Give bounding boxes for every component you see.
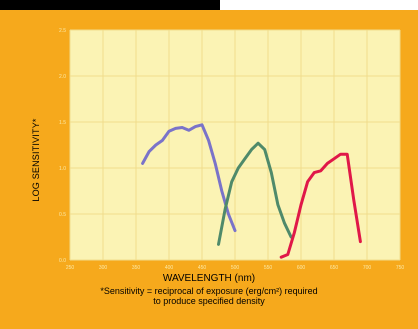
chart-panel: 250 300 350 400 450 500 550 600 650 700 750 0.0 0.5 1… xyxy=(0,10,418,329)
x-tick-label: 550 xyxy=(264,265,273,271)
x-axis-label: WAVELENGTH (nm) xyxy=(162,273,256,284)
x-tick-label: 700 xyxy=(363,265,372,271)
footnote-line-2: to produce specified density xyxy=(153,296,265,306)
x-tick-label: 400 xyxy=(165,265,174,271)
corner-block xyxy=(0,0,220,10)
x-tick-label: 350 xyxy=(132,265,141,271)
series-line-3 xyxy=(279,152,362,259)
tick-labels: 250 300 350 400 450 500 550 600 650 700 750 0.0 0.5 1… xyxy=(59,28,404,271)
series xyxy=(141,123,362,259)
y-tick-label: 1.5 xyxy=(59,120,66,126)
y-tick-label: 2.0 xyxy=(59,74,66,80)
x-tick-label: 750 xyxy=(396,265,405,271)
x-tick-label: 300 xyxy=(99,265,108,271)
y-tick-label: 1.0 xyxy=(59,166,66,172)
x-tick-label: 650 xyxy=(330,265,339,271)
y-axis-label: LOG SENSITIVITY* xyxy=(31,118,41,202)
y-tick-label: 0.0 xyxy=(59,258,66,264)
footnote: *Sensitivity = reciprocal of exposure (e… xyxy=(0,286,418,306)
x-tick-label: 450 xyxy=(198,265,207,271)
x-tick-label: 250 xyxy=(66,265,75,271)
grid xyxy=(69,29,401,261)
y-tick-label: 2.5 xyxy=(59,28,66,34)
series-line-2 xyxy=(217,141,293,246)
chart: 250 300 350 400 450 500 550 600 650 700 750 0.0 0.5 1… xyxy=(59,28,404,271)
y-tick-label: 0.5 xyxy=(59,212,66,218)
footnote-line-1: *Sensitivity = reciprocal of exposure (e… xyxy=(100,286,318,296)
x-tick-label: 600 xyxy=(297,265,306,271)
series-line-1 xyxy=(141,123,237,233)
x-tick-label: 500 xyxy=(231,265,240,271)
